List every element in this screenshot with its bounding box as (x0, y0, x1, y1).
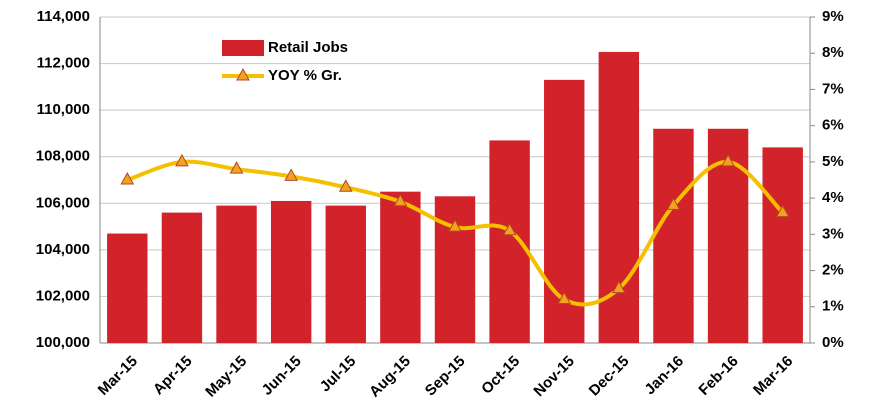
marker (175, 153, 189, 167)
bar (216, 205, 257, 343)
x-tick-label: Apr-15 (150, 353, 196, 399)
bar (380, 191, 421, 343)
x-tick-label: Feb-16 (695, 353, 741, 399)
y-tick-label: 112,000 (37, 55, 90, 72)
bar (270, 200, 312, 343)
y-tick-label: 100,000 (36, 334, 90, 351)
y2-tick-label: 9% (822, 8, 844, 25)
x-tick-label: Dec-15 (586, 353, 633, 400)
marker (448, 219, 462, 232)
marker (775, 204, 790, 218)
x-tick-label: Jan-16 (641, 353, 687, 399)
x-tick-label: Mar-16 (750, 353, 796, 399)
bar (598, 51, 640, 344)
y-tick-label: 108,000 (36, 148, 90, 165)
y2-tick-label: 4% (822, 189, 844, 206)
legend-swatch (222, 40, 264, 56)
x-tick-label: Jul-15 (317, 353, 360, 396)
bar (653, 128, 694, 343)
bar (161, 212, 203, 343)
y2-tick-label: 2% (822, 262, 844, 279)
legend-label: Retail Jobs (268, 39, 348, 56)
marker (666, 197, 681, 210)
y-tick-label: 102,000 (36, 287, 90, 304)
marker (393, 193, 408, 207)
marker (612, 280, 626, 294)
x-tick-label: Nov-15 (530, 353, 577, 400)
y2-tick-label: 0% (822, 334, 844, 351)
x-tick-label: Jun-15 (259, 353, 305, 399)
y2-tick-label: 8% (822, 44, 844, 61)
marker (557, 291, 572, 305)
y2-tick-label: 3% (822, 225, 844, 242)
bar (762, 147, 803, 343)
bar (107, 233, 148, 343)
marker (229, 161, 244, 174)
x-tick-label: Oct-15 (478, 353, 523, 398)
x-tick-label: May-15 (202, 353, 250, 401)
marker (338, 179, 353, 192)
bar (434, 196, 476, 343)
y-tick-label: 104,000 (36, 241, 90, 258)
x-tick-label: Mar-15 (95, 353, 141, 399)
y-tick-label: 110,000 (37, 101, 90, 118)
bar (325, 205, 366, 343)
marker (502, 222, 517, 236)
y-tick-label: 106,000 (36, 194, 90, 211)
marker (284, 168, 298, 181)
y2-tick-label: 6% (822, 117, 844, 134)
bar (489, 140, 530, 343)
x-tick-label: Sep-15 (422, 353, 469, 400)
legend-marker (236, 67, 250, 81)
y-tick-label: 114,000 (37, 8, 90, 25)
y2-tick-label: 1% (822, 298, 844, 315)
y2-tick-label: 5% (822, 153, 844, 170)
x-tick-label: Aug-15 (366, 353, 414, 401)
marker (721, 153, 735, 167)
marker (120, 171, 135, 185)
y2-tick-label: 7% (822, 80, 844, 97)
legend-label: YOY % Gr. (268, 67, 342, 84)
